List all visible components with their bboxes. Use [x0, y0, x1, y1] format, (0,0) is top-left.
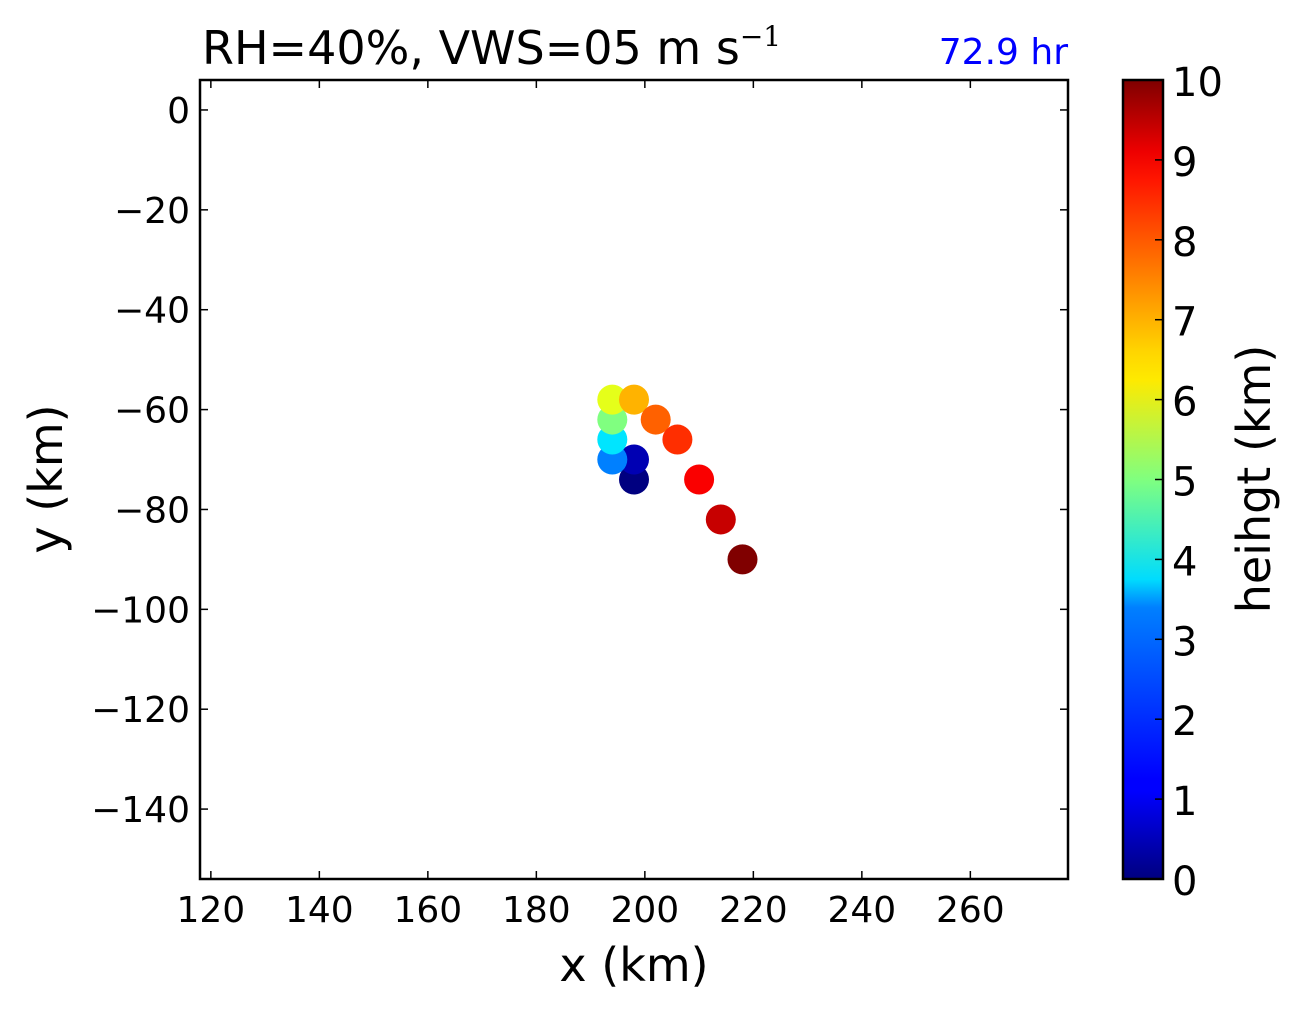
data-point: [662, 424, 693, 455]
y-tick-label: −140: [91, 790, 190, 831]
colorbar-tick-label: 2: [1172, 699, 1197, 745]
data-point: [619, 384, 649, 415]
colorbar-ticks: 0 1 2 3 4 5 6 7 8 9 10: [1155, 60, 1223, 905]
y-tick-label: −120: [91, 690, 190, 731]
colorbar-tick-label: 10: [1172, 60, 1223, 106]
data-point: [684, 464, 715, 495]
data-point: [640, 404, 671, 435]
time-annotation: 72.9 hr: [939, 32, 1068, 73]
data-point: [597, 384, 628, 415]
data-point: [705, 504, 736, 535]
colorbar-tick-label: 1: [1172, 779, 1197, 825]
axis-ticks: 120 140 160 180 200 220 240 260 0 −20 −40 −60 −80 −10…: [91, 80, 1068, 931]
y-tick-label: −40: [114, 291, 190, 332]
colorbar-tick-label: 4: [1172, 539, 1197, 585]
colorbar-tick-label: 9: [1172, 140, 1197, 186]
colorbar-tick-label: 7: [1172, 300, 1197, 346]
x-tick-label: 240: [827, 890, 896, 931]
colorbar-tick-label: 3: [1172, 619, 1197, 665]
plot-frame: [198, 78, 1070, 881]
colorbar-tick-label: 0: [1172, 859, 1197, 905]
y-tick-label: −100: [91, 590, 190, 631]
colorbar-tick-label: 5: [1172, 460, 1197, 506]
colorbar-tick-label: 6: [1172, 380, 1197, 426]
y-tick-label: −20: [114, 191, 190, 232]
y-tick-label: −60: [114, 391, 190, 432]
colorbar-label: heihgt (km): [1227, 345, 1281, 614]
data-point: [727, 544, 758, 575]
x-tick-label: 260: [936, 890, 1005, 931]
y-tick-label: −80: [114, 490, 190, 531]
x-tick-label: 160: [393, 890, 462, 931]
data-point: [619, 444, 649, 475]
y-axis-label: y (km): [19, 404, 73, 553]
data-points: [597, 384, 758, 575]
chart-title: RH=40%, VWS=05 m s−1: [202, 20, 781, 75]
y-tick-label: 0: [167, 91, 190, 132]
x-tick-label: 120: [176, 890, 245, 931]
colorbar-tick-label: 8: [1172, 220, 1197, 266]
x-tick-label: 220: [719, 890, 788, 931]
x-tick-label: 200: [610, 890, 679, 931]
x-tick-label: 180: [502, 890, 571, 931]
x-tick-label: 140: [285, 890, 354, 931]
x-axis-label: x (km): [559, 938, 708, 992]
